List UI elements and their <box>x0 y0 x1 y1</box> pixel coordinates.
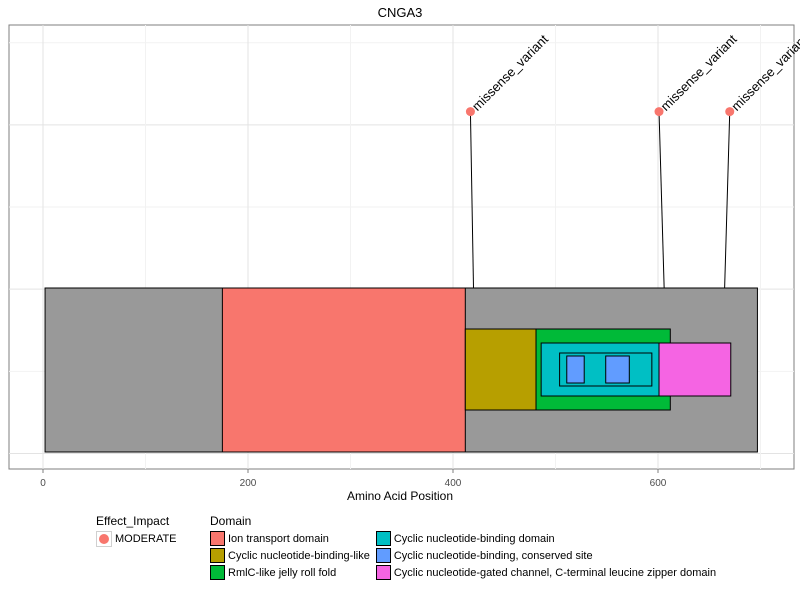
legend-label: MODERATE <box>115 532 177 545</box>
legend-swatch <box>210 565 225 580</box>
x-tick-label: 600 <box>650 478 667 489</box>
legend-label: Cyclic nucleotide-binding, conserved sit… <box>393 549 593 562</box>
x-tick-label: 400 <box>445 478 462 489</box>
variant-stem-1 <box>658 111 665 289</box>
legend-swatch <box>375 565 391 580</box>
legend-item: Cyclic nucleotide-binding-like <box>210 547 370 564</box>
legend-swatch <box>210 548 225 563</box>
effect-impact-legend: Effect_Impact MODERATE <box>96 514 177 547</box>
domain-rect-5 <box>566 355 585 384</box>
domain-legend: Domain Ion transport domain Cyclic nucleo… <box>210 514 716 581</box>
legend-label: Cyclic nucleotide-binding domain <box>393 532 555 545</box>
variant-point-2 <box>725 107 735 117</box>
legend-dot-icon <box>99 533 109 544</box>
legend-swatch <box>375 531 391 546</box>
legend-item: MODERATE <box>96 530 177 547</box>
effect-legend-title: Effect_Impact <box>96 514 170 528</box>
legend-swatch <box>210 531 225 546</box>
variant-stem-0 <box>469 111 474 289</box>
domain-rect-1 <box>464 328 537 411</box>
legend-item: Cyclic nucleotide-binding domain <box>375 530 716 547</box>
domain-rect-7 <box>658 342 732 397</box>
legend-item: Cyclic nucleotide-binding, conserved sit… <box>375 547 716 564</box>
x-tick-label: 200 <box>240 478 257 489</box>
variant-point-1 <box>654 107 664 117</box>
legend-label: Cyclic nucleotide-gated channel, C-termi… <box>393 566 717 579</box>
x-tick-label: 0 <box>40 478 46 489</box>
variant-point-0 <box>465 107 475 117</box>
legend-item: Ion transport domain <box>210 530 370 547</box>
legend-label: Ion transport domain <box>228 532 329 545</box>
legend-label: RmlC-like jelly roll fold <box>228 566 337 579</box>
legend-item: Cyclic nucleotide-gated channel, C-termi… <box>375 564 717 581</box>
legend-key <box>96 530 112 547</box>
domain-rect-6 <box>605 355 630 384</box>
legend-item: RmlC-like jelly roll fold <box>210 564 370 581</box>
chart-title: CNGA3 <box>378 5 423 20</box>
variant-stem-2 <box>724 111 731 289</box>
domain-legend-title: Domain <box>210 514 252 528</box>
legend-label: Cyclic nucleotide-binding-like <box>228 549 370 562</box>
x-axis-label: Amino Acid Position <box>347 489 453 503</box>
domain-rect-0 <box>221 287 466 453</box>
legend-swatch <box>375 548 391 563</box>
